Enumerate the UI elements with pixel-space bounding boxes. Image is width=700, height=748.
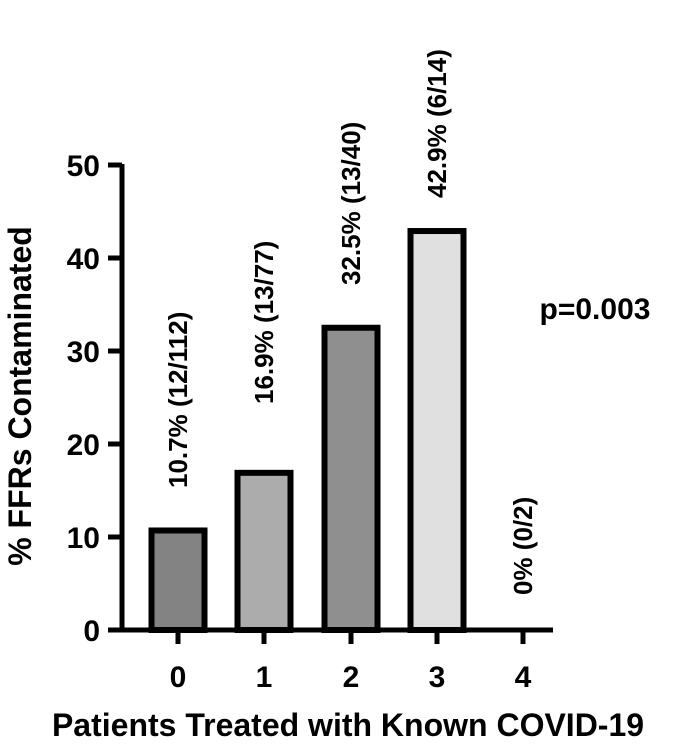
y-tick-label: 40 (67, 243, 100, 276)
x-tick-label: 4 (515, 661, 532, 694)
bar-label-3: 42.9% (6/14) (422, 49, 452, 198)
axes: 0 10 20 30 40 50 0 1 2 3 4 (67, 150, 553, 694)
bar-label-1: 16.9% (13/77) (249, 241, 279, 404)
y-tick-label: 50 (67, 150, 100, 183)
y-tick-label: 0 (83, 615, 100, 648)
bar-3 (407, 228, 467, 633)
bars (148, 228, 467, 633)
bar-2 (321, 324, 381, 633)
x-axis-label: Patients Treated with Known COVID-19 (52, 707, 644, 743)
bar-label-0: 10.7% (12/112) (163, 312, 193, 488)
bar-label-2: 32.5% (13/40) (336, 122, 366, 285)
y-axis-label: % FFRs Contaminated (2, 226, 38, 566)
y-tick-label: 30 (67, 336, 100, 369)
bar-labels: 10.7% (12/112) 16.9% (13/77) 32.5% (13/40)… (163, 49, 538, 595)
bar-label-4: 0% (0/2) (508, 497, 538, 595)
bar-0 (148, 527, 208, 633)
x-tick-label: 0 (170, 661, 187, 694)
x-tick-label: 2 (343, 661, 360, 694)
y-tick-label: 10 (67, 522, 100, 555)
y-tick-label: 20 (67, 429, 100, 462)
p-value-annotation: p=0.003 (540, 293, 651, 326)
x-tick-label: 1 (256, 661, 273, 694)
bar-1 (234, 469, 294, 633)
x-tick-label: 3 (429, 661, 446, 694)
